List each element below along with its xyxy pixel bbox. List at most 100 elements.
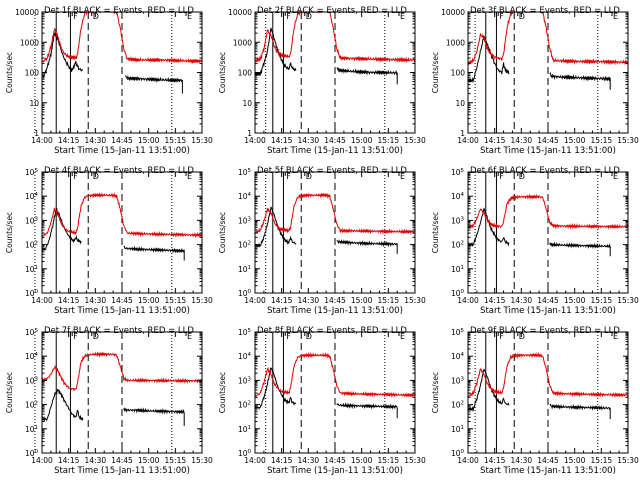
x-tick-label: 14:30 bbox=[298, 296, 320, 305]
x-tick-label: 14:00 bbox=[31, 136, 53, 145]
x-tick-label: 15:30 bbox=[191, 296, 213, 305]
x-tick-label: 15:30 bbox=[617, 456, 639, 465]
x-tick-label: 14:15 bbox=[58, 296, 80, 305]
marker-label: E bbox=[613, 172, 618, 181]
y-tick-label: 100 bbox=[25, 69, 40, 78]
y-tick-label: 102 bbox=[451, 401, 464, 410]
series-group bbox=[42, 12, 202, 94]
series-group bbox=[468, 352, 628, 419]
x-axis-label: Start Time (15-Jan-11 13:51:00) bbox=[267, 466, 403, 476]
y-tick-label: 105 bbox=[238, 328, 252, 337]
x-axis-label: Start Time (15-Jan-11 13:51:00) bbox=[54, 146, 190, 156]
marker-label: F bbox=[73, 332, 78, 341]
marker-label: E bbox=[400, 172, 405, 181]
x-tick-label: 15:15 bbox=[165, 456, 187, 465]
marker-label: F bbox=[499, 12, 504, 21]
y-tick-label: 100 bbox=[451, 69, 466, 78]
y-tick-label: 104 bbox=[238, 192, 252, 201]
y-axis-label: Counts/sec bbox=[218, 372, 227, 413]
x-axis-label: Start Time (15-Jan-11 13:51:00) bbox=[480, 146, 616, 156]
x-tick-label: 14:45 bbox=[324, 296, 346, 305]
y-tick-label: 1 bbox=[460, 129, 465, 138]
y-axis-label: Counts/sec bbox=[431, 52, 440, 93]
y-tick-label: 104 bbox=[451, 352, 465, 361]
y-tick-label: 103 bbox=[451, 376, 465, 385]
y-axis-label: Counts/sec bbox=[218, 212, 227, 253]
x-tick-label: 15:30 bbox=[191, 136, 213, 145]
x-tick-label: 14:45 bbox=[537, 136, 559, 145]
events-series-line bbox=[336, 239, 398, 254]
y-tick-label: 100 bbox=[25, 449, 39, 458]
lld-series-line bbox=[468, 12, 628, 66]
x-tick-label: 14:00 bbox=[457, 456, 479, 465]
y-tick-label: 10000 bbox=[441, 8, 465, 17]
events-series-line bbox=[255, 206, 297, 248]
y-axis-label: Counts/sec bbox=[431, 372, 440, 413]
x-tick-label: 14:00 bbox=[244, 296, 266, 305]
x-axis-label: Start Time (15-Jan-11 13:51:00) bbox=[267, 146, 403, 156]
x-tick-label: 14:30 bbox=[85, 456, 107, 465]
lld-series-line bbox=[255, 12, 415, 64]
y-tick-label: 100 bbox=[451, 449, 465, 458]
panel-title: Det 4f BLACK = Events, RED = LLD bbox=[44, 166, 194, 176]
y-tick-label: 104 bbox=[451, 192, 465, 201]
lld-series-line bbox=[42, 12, 202, 65]
y-tick-label: 105 bbox=[451, 168, 465, 177]
x-tick-label: 15:15 bbox=[165, 296, 187, 305]
x-tick-label: 15:30 bbox=[404, 296, 426, 305]
y-tick-label: 102 bbox=[238, 401, 251, 410]
x-tick-label: 14:45 bbox=[537, 296, 559, 305]
events-series-line bbox=[123, 407, 185, 426]
x-tick-label: 15:00 bbox=[351, 136, 373, 145]
panel-title: Det 1f BLACK = Events, RED = LLD bbox=[44, 6, 194, 16]
events-series-line bbox=[42, 32, 84, 80]
x-tick-label: 15:00 bbox=[564, 136, 586, 145]
x-tick-label: 15:00 bbox=[351, 296, 373, 305]
y-tick-label: 103 bbox=[451, 216, 465, 225]
x-tick-label: 14:30 bbox=[85, 136, 107, 145]
y-tick-label: 100 bbox=[238, 69, 253, 78]
y-tick-label: 105 bbox=[25, 168, 39, 177]
x-tick-label: 15:00 bbox=[138, 456, 160, 465]
chart-panel-4: F D E 14:00 14:15 14:30 14:45 15:00 15:15 15:30 10… bbox=[5, 166, 213, 316]
y-axis-label: Counts/sec bbox=[431, 212, 440, 253]
x-tick-label: 14:30 bbox=[511, 296, 533, 305]
y-tick-label: 104 bbox=[25, 352, 39, 361]
y-tick-label: 100 bbox=[238, 289, 252, 298]
series-group bbox=[468, 12, 628, 90]
events-series-line bbox=[549, 241, 611, 257]
marker-label: D bbox=[519, 332, 525, 341]
panel-title: Det 5f BLACK = Events, RED = LLD bbox=[257, 166, 407, 176]
x-tick-label: 14:15 bbox=[484, 136, 506, 145]
marker-label: D bbox=[306, 332, 312, 341]
series-group bbox=[42, 192, 202, 261]
x-tick-label: 15:30 bbox=[191, 456, 213, 465]
y-tick-label: 105 bbox=[25, 328, 39, 337]
panel-title: Det 7f BLACK = Events, RED = LLD bbox=[44, 326, 194, 336]
y-tick-label: 1000 bbox=[233, 38, 252, 47]
x-tick-label: 15:30 bbox=[404, 456, 426, 465]
chart-panel-5: F D E 14:00 14:15 14:30 14:45 15:00 15:15 15:30 10… bbox=[218, 166, 426, 316]
y-tick-label: 10 bbox=[455, 99, 465, 108]
x-tick-label: 14:30 bbox=[511, 136, 533, 145]
x-tick-label: 15:15 bbox=[591, 136, 613, 145]
panel-title: Det 9f BLACK = Events, RED = LLD bbox=[470, 326, 620, 336]
x-tick-label: 14:45 bbox=[324, 456, 346, 465]
x-tick-label: 15:15 bbox=[378, 296, 400, 305]
y-tick-label: 1 bbox=[247, 129, 252, 138]
marker-label: E bbox=[400, 12, 405, 21]
x-tick-label: 14:00 bbox=[244, 136, 266, 145]
y-tick-label: 100 bbox=[25, 289, 39, 298]
marker-label: F bbox=[286, 332, 291, 341]
y-axis-label: Counts/sec bbox=[5, 372, 14, 413]
events-series-line bbox=[336, 402, 398, 419]
marker-label: F bbox=[286, 12, 291, 21]
panel-title: Det 3f BLACK = Events, RED = LLD bbox=[470, 6, 620, 16]
lld-series-line bbox=[468, 352, 628, 399]
series-group bbox=[468, 193, 628, 257]
x-tick-label: 14:15 bbox=[58, 456, 80, 465]
lld-series-line bbox=[42, 192, 202, 239]
y-tick-label: 104 bbox=[238, 352, 252, 361]
y-tick-label: 103 bbox=[25, 216, 39, 225]
